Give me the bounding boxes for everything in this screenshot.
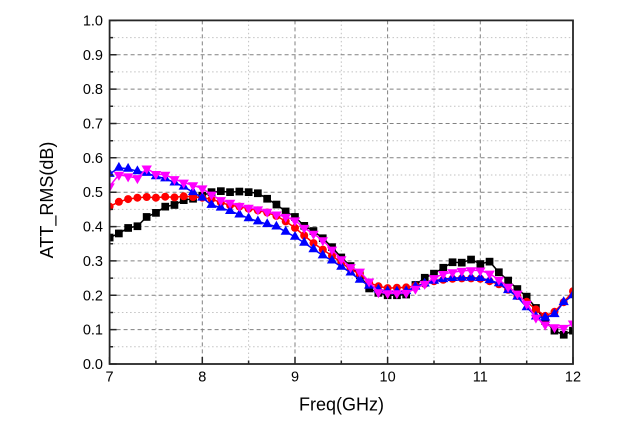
svg-text:9: 9 [291, 370, 299, 386]
svg-text:0.3: 0.3 [83, 254, 103, 270]
svg-text:0.8: 0.8 [83, 82, 103, 98]
svg-text:1.0: 1.0 [83, 13, 103, 29]
svg-text:0.9: 0.9 [83, 48, 103, 64]
svg-text:8: 8 [198, 370, 206, 386]
svg-text:0.6: 0.6 [83, 151, 103, 167]
svg-text:7: 7 [106, 370, 114, 386]
svg-text:Freq(GHz): Freq(GHz) [299, 395, 384, 415]
svg-text:0.2: 0.2 [83, 288, 103, 304]
svg-text:0.7: 0.7 [83, 117, 103, 133]
svg-text:11: 11 [473, 370, 488, 386]
svg-text:0.4: 0.4 [83, 220, 103, 236]
svg-text:0.1: 0.1 [83, 323, 103, 339]
svg-text:0.5: 0.5 [83, 185, 103, 201]
svg-text:12: 12 [565, 370, 581, 386]
svg-text:ATT_RMS(dB): ATT_RMS(dB) [37, 142, 58, 259]
svg-text:0.0: 0.0 [83, 357, 103, 373]
svg-text:10: 10 [380, 370, 396, 386]
